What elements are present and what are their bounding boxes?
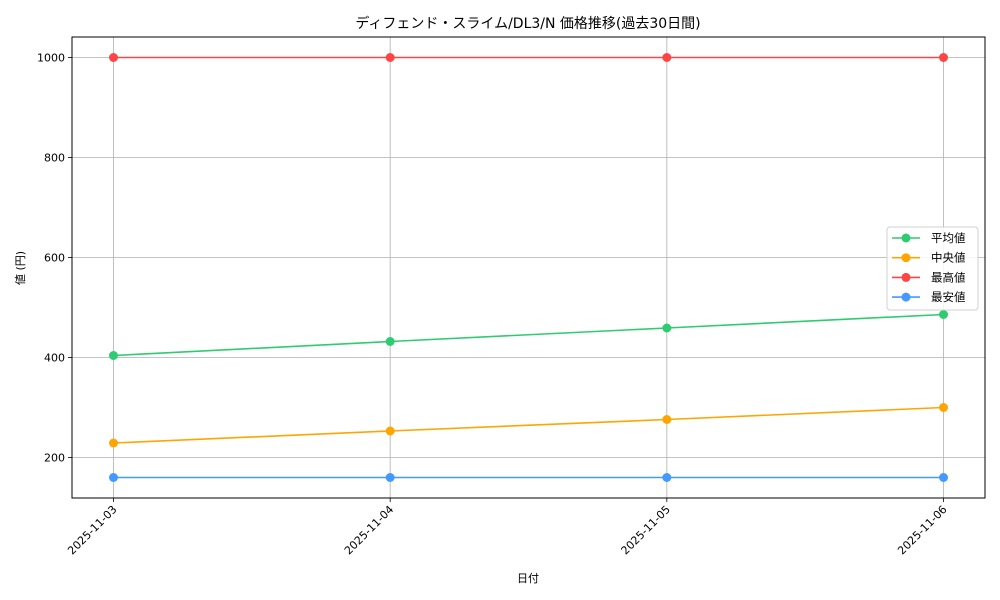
- legend-item: 最安値: [892, 290, 966, 304]
- data-point: [662, 53, 672, 62]
- y-axis: 200 400 600 800 1000: [37, 52, 72, 465]
- data-point: [939, 310, 948, 319]
- data-point: [939, 53, 948, 62]
- data-point: [385, 473, 395, 482]
- legend-marker-icon: [901, 292, 911, 302]
- plot-frame: [71, 36, 986, 499]
- series-2: [109, 53, 948, 62]
- x-axis: 2025-11-03 2025-11-04 2025-11-05 2025-11-06: [65, 498, 950, 557]
- y-tick-label: 1000: [37, 52, 65, 65]
- legend-marker-icon: [901, 233, 911, 243]
- data-point: [109, 438, 118, 448]
- y-tick-label: 800: [44, 152, 65, 165]
- legend-box: [886, 226, 979, 311]
- series-1: [109, 403, 948, 448]
- data-point: [109, 53, 118, 62]
- x-axis-label: 日付: [517, 572, 539, 585]
- data-point: [662, 415, 672, 424]
- series-0: [109, 310, 948, 360]
- y-axis-label: 値 (円): [14, 251, 27, 285]
- x-tick-label: 2025-11-05: [619, 503, 673, 557]
- x-tick-label: 2025-11-04: [342, 503, 396, 557]
- data-point: [385, 337, 395, 346]
- series-3: [109, 473, 948, 482]
- legend-marker-icon: [901, 272, 911, 282]
- y-tick-label: 600: [44, 252, 65, 265]
- data-point: [662, 473, 672, 482]
- data-point: [385, 426, 395, 436]
- y-tick-label: 200: [44, 452, 65, 465]
- data-point: [939, 403, 948, 412]
- legend-item: 平均値: [892, 231, 966, 245]
- data-point: [939, 473, 948, 482]
- y-tick-label: 400: [44, 352, 65, 365]
- chart-title: ディフェンド・スライム/DL3/N 価格推移(過去30日間): [355, 15, 700, 32]
- series-line: [113, 313, 944, 357]
- grid-lines: [72, 37, 985, 498]
- legend-marker-icon: [901, 253, 911, 263]
- legend-item: 最高値: [892, 270, 966, 284]
- legend-item: 中央値: [892, 251, 966, 265]
- data-point: [662, 323, 672, 333]
- series-lines: [109, 53, 948, 482]
- data-point: [109, 351, 118, 360]
- x-tick-label: 2025-11-06: [895, 503, 949, 557]
- legend-label: 平均値: [931, 231, 966, 245]
- legend-label: 中央値: [931, 251, 966, 265]
- series-line: [113, 406, 944, 444]
- x-tick-label: 2025-11-03: [65, 503, 119, 557]
- legend-label: 最安値: [931, 290, 966, 304]
- legend-label: 最高値: [931, 270, 966, 284]
- data-point: [385, 53, 395, 62]
- data-point: [109, 473, 118, 482]
